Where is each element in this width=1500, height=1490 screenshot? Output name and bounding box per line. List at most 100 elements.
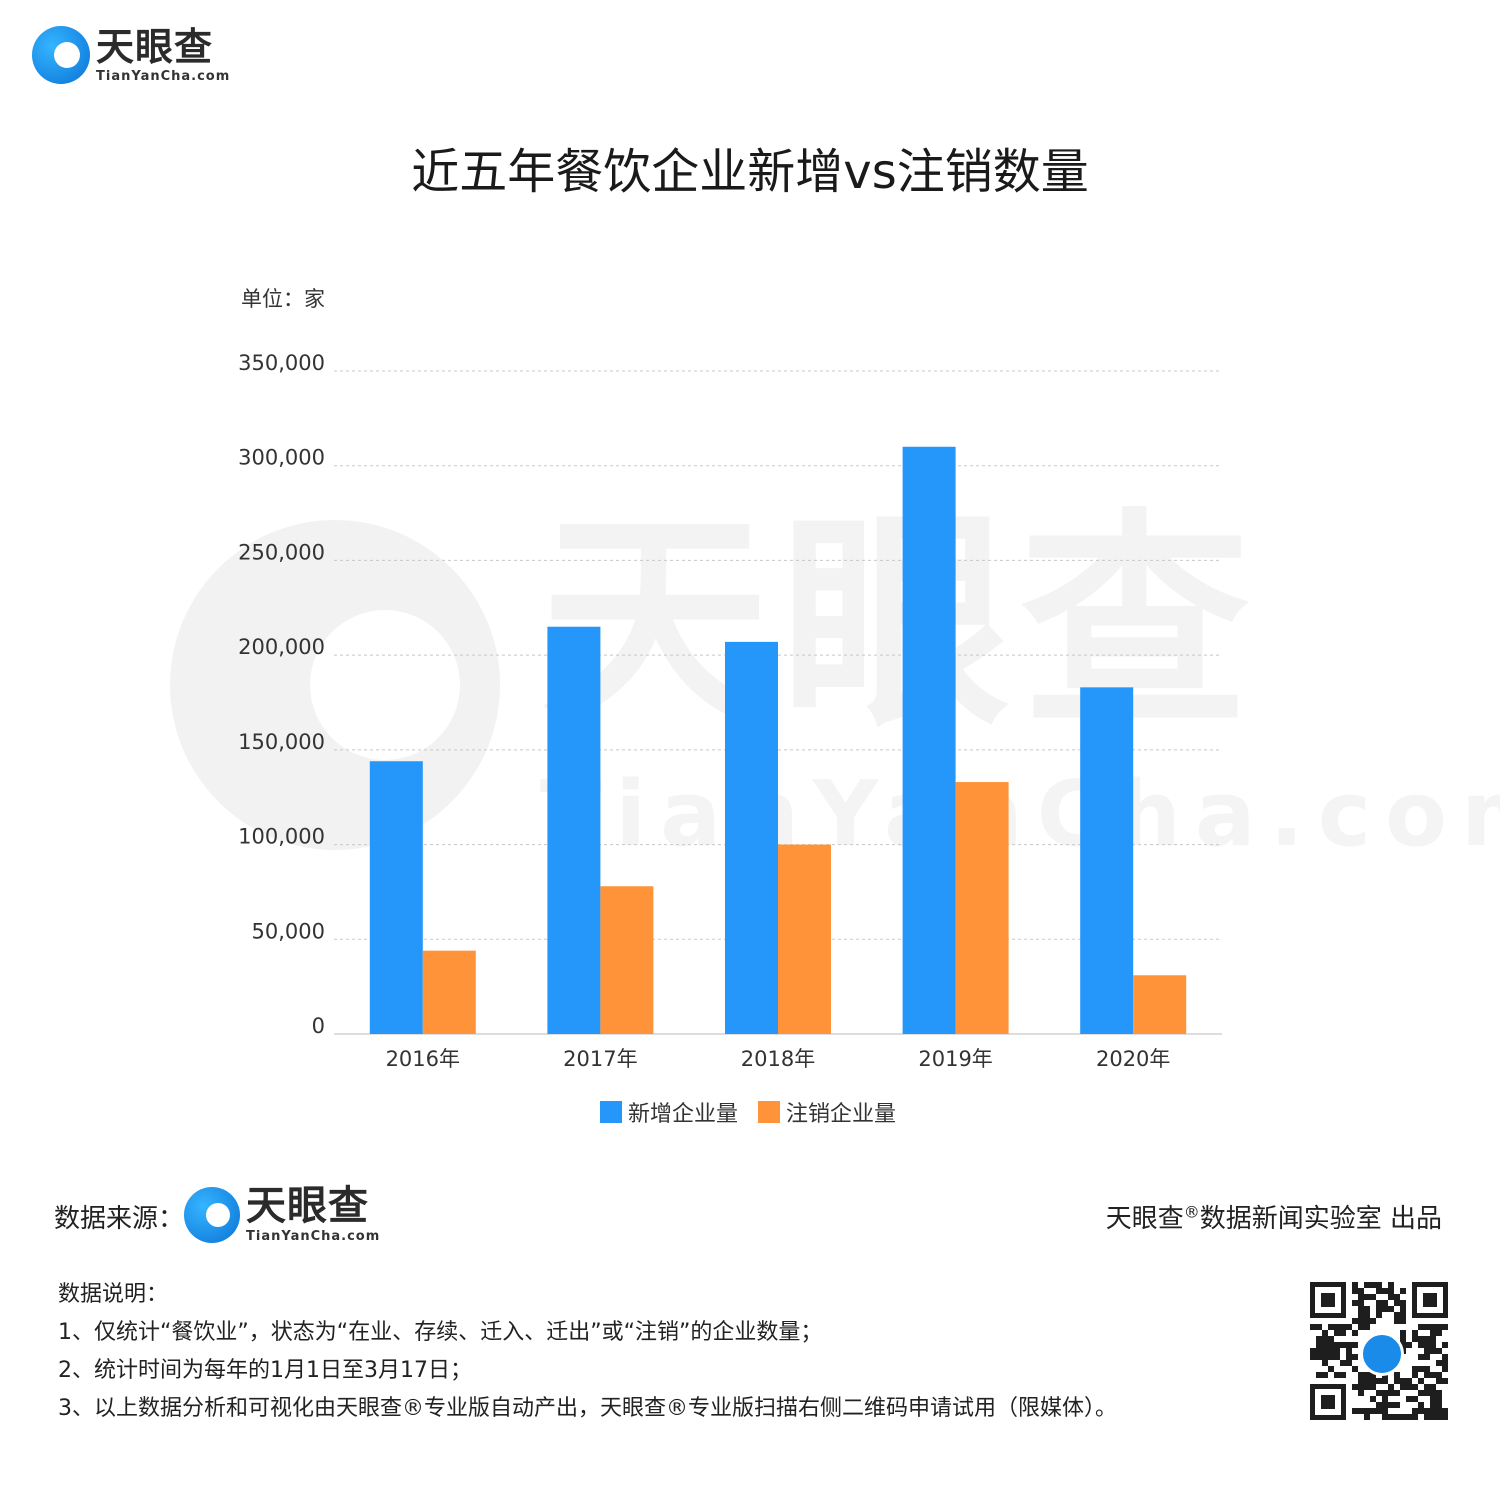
qr-module — [1388, 1282, 1394, 1288]
qr-module — [1310, 1324, 1316, 1330]
qr-module — [1364, 1294, 1370, 1300]
qr-module — [1418, 1408, 1424, 1414]
qr-module — [1376, 1312, 1382, 1318]
qr-module — [1352, 1342, 1358, 1348]
qr-module — [1358, 1312, 1364, 1318]
legend-swatch-new — [600, 1101, 622, 1123]
x-tick-label: 2018年 — [741, 1047, 815, 1071]
qr-module — [1328, 1342, 1334, 1348]
source-logo: 天眼查 TianYanCha.com — [184, 1186, 380, 1243]
qr-module — [1412, 1384, 1418, 1390]
qr-module — [1322, 1342, 1328, 1348]
qr-module — [1382, 1396, 1388, 1402]
chart-title: 近五年餐饮企业新增vs注销数量 — [411, 144, 1089, 200]
bar-cancelled — [955, 782, 1009, 1034]
qr-module — [1442, 1354, 1448, 1360]
qr-module — [1442, 1408, 1448, 1414]
qr-module — [1334, 1354, 1340, 1360]
qr-module — [1358, 1372, 1364, 1378]
legend-label-cancelled: 注销企业量 — [786, 1102, 897, 1127]
qr-module — [1352, 1288, 1358, 1294]
qr-module — [1424, 1390, 1430, 1396]
logo-eye-icon — [32, 26, 90, 84]
y-tick-label: 250,000 — [238, 540, 325, 564]
qr-module — [1424, 1408, 1430, 1414]
qr-module — [1412, 1408, 1418, 1414]
qr-module — [1370, 1396, 1376, 1402]
qr-module — [1388, 1294, 1394, 1300]
qr-module — [1430, 1330, 1436, 1336]
qr-module — [1430, 1402, 1436, 1408]
qr-module — [1430, 1336, 1436, 1342]
legend-label-new: 新增企业量 — [628, 1102, 739, 1127]
qr-module — [1364, 1306, 1370, 1312]
qr-module — [1436, 1360, 1442, 1366]
qr-module — [1364, 1312, 1370, 1318]
qr-module — [1334, 1324, 1340, 1330]
qr-module — [1316, 1342, 1322, 1348]
qr-module — [1394, 1312, 1400, 1318]
bar-new — [369, 761, 423, 1034]
qr-module — [1328, 1324, 1334, 1330]
qr-module — [1322, 1372, 1328, 1378]
qr-module — [1364, 1414, 1370, 1420]
qr-module — [1430, 1384, 1436, 1390]
qr-module — [1358, 1390, 1364, 1396]
qr-module — [1406, 1378, 1412, 1384]
qr-module — [1436, 1348, 1442, 1354]
qr-module — [1388, 1384, 1394, 1390]
qr-module — [1322, 1348, 1328, 1354]
qr-module — [1382, 1378, 1388, 1384]
bar-cancelled — [422, 950, 476, 1034]
qr-module — [1358, 1408, 1364, 1414]
y-tick-label: 50,000 — [252, 919, 325, 943]
qr-module — [1340, 1342, 1346, 1348]
note-item: 1、仅统计“餐饮业”，状态为“在业、存续、迁入、迁出”或“注销”的企业数量； — [58, 1320, 823, 1345]
qr-module — [1382, 1306, 1388, 1312]
qr-module — [1442, 1414, 1448, 1420]
qr-module — [1334, 1342, 1340, 1348]
qr-module — [1436, 1402, 1442, 1408]
y-tick-label: 100,000 — [238, 825, 325, 849]
qr-module — [1394, 1378, 1400, 1384]
qr-module — [1346, 1354, 1352, 1360]
qr-module — [1358, 1306, 1364, 1312]
qr-module — [1352, 1366, 1358, 1372]
qr-module — [1370, 1372, 1376, 1378]
qr-module — [1382, 1414, 1388, 1420]
qr-module — [1388, 1288, 1394, 1294]
qr-module — [1382, 1390, 1388, 1396]
qr-module — [1322, 1360, 1328, 1366]
qr-module — [1346, 1348, 1352, 1354]
qr-module — [1334, 1330, 1340, 1336]
qr-code[interactable] — [1310, 1282, 1448, 1420]
qr-module — [1364, 1384, 1370, 1390]
qr-module — [1316, 1348, 1322, 1354]
qr-module — [1424, 1372, 1430, 1378]
qr-module — [1328, 1366, 1334, 1372]
qr-module — [1406, 1342, 1412, 1348]
qr-module — [1370, 1282, 1376, 1288]
qr-module — [1406, 1414, 1412, 1420]
x-tick-label: 2017年 — [563, 1047, 637, 1071]
qr-module — [1340, 1360, 1346, 1366]
bar-new — [547, 626, 601, 1034]
qr-module — [1316, 1336, 1322, 1342]
bar-new — [902, 446, 956, 1034]
qr-module — [1442, 1378, 1448, 1384]
qr-module — [1310, 1354, 1316, 1360]
brand-logo: 天眼查 TianYanCha.com — [32, 26, 230, 84]
qr-module — [1412, 1396, 1418, 1402]
qr-module — [1358, 1294, 1364, 1300]
qr-module — [1436, 1390, 1442, 1396]
legend-swatch-cancelled — [758, 1101, 781, 1123]
qr-module — [1424, 1342, 1430, 1348]
qr-module — [1328, 1354, 1334, 1360]
logo-text: 天眼查 — [96, 24, 214, 69]
qr-module — [1394, 1402, 1400, 1408]
qr-module — [1364, 1318, 1370, 1324]
qr-module — [1352, 1330, 1358, 1336]
x-tick-label: 2020年 — [1096, 1047, 1170, 1071]
qr-module — [1430, 1372, 1436, 1378]
qr-module — [1376, 1300, 1382, 1306]
